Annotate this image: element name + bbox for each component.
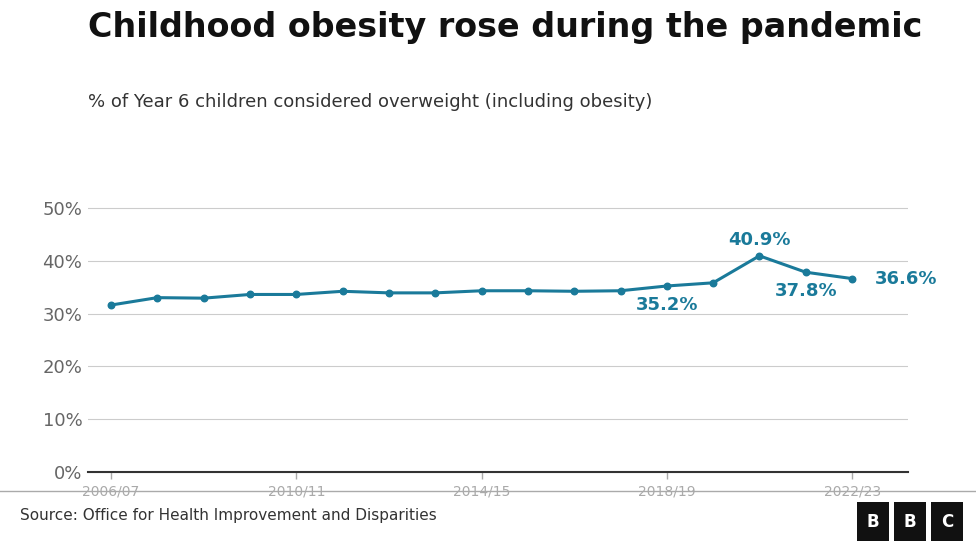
Point: [798, 268, 814, 277]
Text: C: C: [941, 513, 954, 530]
Text: 35.2%: 35.2%: [635, 295, 698, 313]
Point: [706, 278, 721, 287]
Point: [149, 293, 165, 302]
Point: [752, 251, 767, 260]
Point: [335, 287, 350, 296]
Text: 40.9%: 40.9%: [728, 232, 791, 249]
Point: [659, 282, 674, 290]
Point: [381, 288, 396, 297]
Text: 36.6%: 36.6%: [875, 270, 938, 288]
Point: [566, 287, 582, 296]
Text: Childhood obesity rose during the pandemic: Childhood obesity rose during the pandem…: [88, 11, 922, 44]
Text: % of Year 6 children considered overweight (including obesity): % of Year 6 children considered overweig…: [88, 93, 652, 111]
Point: [196, 294, 212, 302]
Point: [473, 287, 489, 295]
Point: [520, 287, 536, 295]
Point: [242, 290, 258, 299]
Point: [103, 301, 119, 310]
Point: [427, 288, 443, 297]
Text: 37.8%: 37.8%: [775, 282, 837, 300]
Text: Source: Office for Health Improvement and Disparities: Source: Office for Health Improvement an…: [20, 508, 436, 523]
Text: B: B: [867, 513, 879, 530]
Point: [844, 274, 860, 283]
Point: [613, 287, 629, 295]
Point: [289, 290, 305, 299]
Text: B: B: [904, 513, 916, 530]
